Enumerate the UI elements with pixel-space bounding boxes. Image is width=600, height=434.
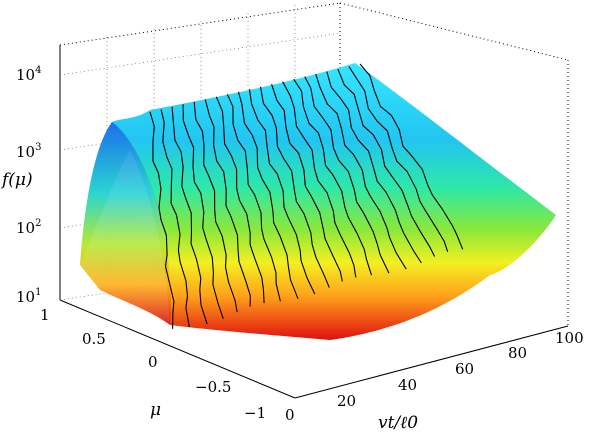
t-tick-label: 40 (398, 376, 417, 394)
surface-ridge-line (226, 94, 281, 302)
t-axis-label: vt/ℓ0 (378, 413, 418, 433)
t-ticks: 0 20 40 60 80 100 (285, 329, 584, 424)
t-tick-label: 80 (508, 344, 527, 362)
mu-tick-label: −1 (244, 404, 266, 422)
mu-ticks: 1 0.5 0 −0.5 −1 (40, 306, 266, 422)
surface-ridge-line (237, 91, 299, 299)
mu-tick-label: 1 (40, 306, 50, 324)
surface-ridge-line (326, 71, 422, 264)
surface-ridge-line (282, 81, 357, 278)
surface-ridge-line (348, 66, 449, 252)
surface-ridge-line (359, 63, 464, 250)
t-tick-label: 0 (285, 406, 295, 424)
surface-ridges (149, 63, 464, 329)
surface-ridge-line (337, 68, 436, 257)
z-ticks: 104 103 102 101 (16, 65, 41, 306)
surface-ridge-line (160, 109, 190, 328)
t-tick-label: 60 (455, 360, 474, 378)
surface-ridge-line (293, 78, 373, 276)
surface-ridge-line (259, 86, 330, 288)
grid-line (59, 32, 341, 76)
z-tick-label: 102 (16, 218, 41, 237)
surface (80, 63, 556, 340)
surface-front (80, 122, 171, 325)
mu-axis-label: μ (150, 400, 161, 420)
z-tick-label: 104 (16, 65, 41, 84)
surface-ridge-line (271, 84, 343, 282)
mu-tick-label: −0.5 (195, 378, 231, 396)
z-axis-label: f(μ) (0, 170, 33, 190)
surface-ridge-line (204, 99, 251, 307)
surface-ridge-line (248, 89, 316, 295)
t-tick-label: 20 (337, 392, 356, 410)
surface-ridge-line (149, 111, 175, 329)
surface-ridge-line (215, 96, 265, 304)
mu-tick-label: 0.5 (82, 330, 106, 348)
t-tick-label: 100 (555, 329, 584, 347)
surface-ridge-line (193, 101, 238, 313)
z-tick-label: 103 (16, 142, 41, 161)
mu-tick-label: 0 (148, 353, 158, 371)
surface-ridge-line (304, 76, 390, 274)
z-tick-label: 101 (16, 287, 41, 306)
axis-box (59, 2, 569, 399)
surface-ridge-line (171, 106, 208, 325)
surface-ridge-line (182, 104, 224, 319)
surface-ridge-line (315, 73, 407, 270)
